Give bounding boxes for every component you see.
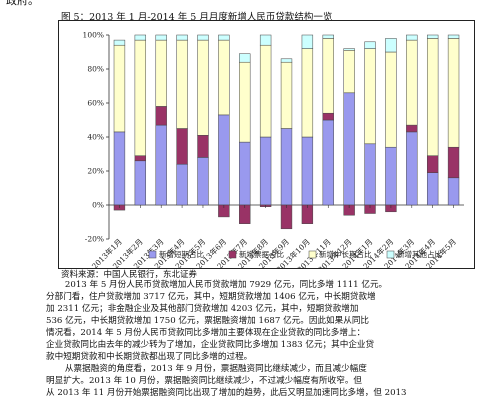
y-tick-label: 100% [83,31,104,40]
bar-segment [426,38,439,156]
bar-segment [447,38,460,148]
legend-swatch [308,250,317,259]
bar-segment [280,204,293,230]
stacked-bar-chart: -20%0%20%40%60%80%100%2013年1月2013年2月2013… [83,31,464,268]
y-tick-label: 20% [87,167,104,176]
bar-segment [113,39,126,46]
bar-segment [197,157,209,206]
bar-segment [447,146,460,179]
bar-segment [155,39,167,107]
bar-segment [447,34,460,39]
bar-segment [343,48,355,51]
bar-segment [406,39,418,126]
bar-segment [134,155,147,162]
bar-segment [322,112,334,121]
body-line: 536 亿元，中长期贷款增加 1750 亿元，票据融资增加 1687 亿元。因此… [46,316,370,327]
bar-segment [197,135,209,158]
body-line: 从 2013 年 11 月份开始票据融资同比出现了增加的趋势，此后又明显加速同比… [46,388,407,399]
bar-segment [322,38,334,114]
bar-segment [301,34,314,49]
body-line: 明显扩大。2013 年 10 月份，票据融资同比继续减少，不过减少幅度有所收窄。… [46,376,363,387]
y-tick-label: 0% [92,201,104,210]
bar-segment [176,128,188,165]
bar-segment [301,136,314,206]
page-top-fragment: 政府。 [6,0,39,7]
body-line: 从票据融资的角度看，2013 年 9 月份，票据融资同比继续减少，而且减少幅度 [64,364,367,375]
bar-segment [301,48,314,138]
bar-segment [218,114,230,206]
figure-caption: 图 5：2013 年 1 月-2014 年 5 月月度新增人民币贷款结构一览 [61,12,333,23]
bar-segment [259,34,272,46]
bar-segment [406,131,418,206]
bar-segment [259,136,272,206]
legend-label: 新增票据占比 [239,249,284,259]
y-tick-label: 60% [87,99,104,108]
legend-label: 新增中长期占比 [319,249,372,259]
bar-segment [239,141,251,206]
body-line: 款中短期贷款和中长期贷款都出现了同比多增的过程。 [46,352,253,363]
bar-segment [343,92,355,206]
bar-segment [155,124,167,206]
bar-segment [406,124,418,133]
bar-segment [426,34,439,39]
bar-segment [385,146,397,206]
bar-segment [176,163,188,206]
bar-segment [447,177,460,206]
bar-segment [197,34,209,41]
bar-segment [259,44,272,138]
bar-segment [134,39,147,156]
bar-segment [197,39,209,136]
y-tick-label: -20% [85,235,104,244]
bar-segment [364,41,376,49]
legend-swatch [386,250,395,259]
body-text: 2013 年 5 月份人民币贷款增加人民币贷款增加 7929 亿元，同比多增 1… [46,279,478,399]
bar-segment [113,131,126,206]
bar-segment [134,160,147,206]
bar-segment [322,119,334,206]
bar-segment [426,172,439,206]
bar-segment [280,61,293,129]
legend-swatch [228,250,237,259]
body-line: 企业贷款同比由去年的减少转为了增加，企业贷款同比多增加 1383 亿元；其中企业… [46,340,375,351]
bar-segment [239,61,251,143]
bar-segment [113,44,126,133]
bar-segment [385,51,397,148]
bar-segment [280,58,293,63]
bar-segment [426,155,439,173]
source-note: 资料来源：中国人民银行，东北证券 [61,270,198,280]
y-tick-label: 40% [87,133,104,142]
legend-label: 新增其他占比 [397,249,442,259]
bar-segment [406,34,418,41]
body-line: 情况看，2014 年 5 月份人民币贷款同比多增加主要体现在企业贷款的同比多增上… [46,328,366,339]
figure-frame: -20% 0% 20% 40% 60% 80% 100% 2013年1月 2013年2月 2013… [58,20,475,269]
bar-segment [343,50,355,94]
y-tick-label: 80% [87,65,104,74]
body-line: 加 2311 亿元；非金融企业及其他部门贷款增加 4203 亿元，其中，短期贷款… [46,304,359,315]
bar-segment [322,34,334,39]
legend-swatch [148,250,157,259]
bar-segment [385,38,397,53]
bar-segment [176,39,188,129]
bar-segment [176,34,188,41]
body-line: 2013 年 5 月份人民币贷款增加人民币贷款增加 7929 亿元，同比多增 1… [64,280,388,290]
bar-segment [218,34,230,41]
bar-segment [134,34,147,41]
bar-segment [155,34,167,41]
bar-segment [364,48,376,145]
legend-label: 新增短期占比 [159,249,204,259]
bar-segment [280,128,293,206]
bar-segment [155,106,167,126]
bar-segment [364,143,376,206]
body-line: 分部门看，住户贷款增加 3717 亿元，其中，短期贷款增加 1406 亿元，中长… [46,292,376,303]
bar-segment [218,39,230,116]
bar-segment [239,53,251,63]
